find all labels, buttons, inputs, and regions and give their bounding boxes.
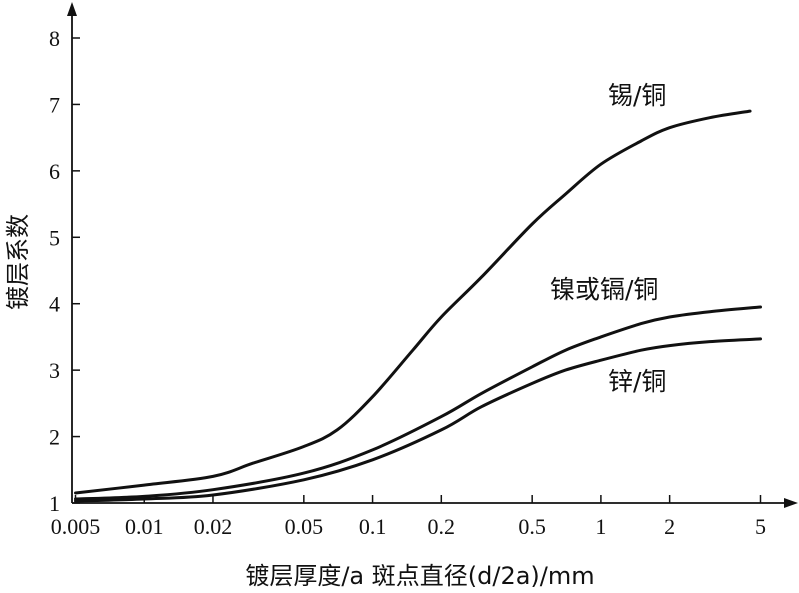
series-label-tin-copper: 锡/铜: [608, 81, 666, 110]
x-tick-label: 0.02: [194, 514, 233, 539]
series-label-zinc-copper: 锌/铜: [608, 367, 666, 396]
x-tick-label: 0.1: [359, 514, 387, 539]
series-label-nickel-cadmium-copper: 镍或镉/铜: [550, 275, 658, 304]
x-tick-label: 5: [755, 514, 766, 539]
y-tick-label: 2: [49, 425, 60, 450]
y-ticks: 1 2 3 4 5 6 7 8: [49, 26, 80, 516]
x-tick-label: 1: [595, 514, 606, 539]
x-tick-label: 0.2: [428, 514, 456, 539]
y-tick-label: 4: [49, 292, 60, 317]
x-tick-label: 2: [664, 514, 675, 539]
x-ticks: 0.005 0.01 0.02 0.05 0.1 0.2 0.5 1 2 5: [51, 495, 766, 539]
x-tick-label: 0.5: [518, 514, 546, 539]
y-tick-label: 8: [49, 26, 60, 51]
y-tick-label: 7: [49, 92, 60, 117]
series-line-nickel-cadmium-copper: [74, 305, 762, 501]
y-tick-label: 3: [49, 358, 60, 383]
series-line-tin-copper: [74, 109, 752, 495]
x-axis-title: 镀层厚度/a 斑点直径(d/2a)/mm: [245, 562, 594, 590]
y-axis-arrow: [67, 2, 77, 16]
series-lines: [74, 109, 762, 503]
y-axis-title: 镀层系数: [4, 214, 32, 310]
y-tick-label: 5: [49, 225, 60, 250]
series-line-zinc-copper: [74, 337, 762, 503]
x-axis-arrow: [784, 498, 798, 508]
x-tick-label: 0.005: [51, 514, 101, 539]
x-tick-label: 0.05: [285, 514, 324, 539]
axes: [67, 2, 798, 508]
y-tick-label: 1: [49, 491, 60, 516]
y-tick-label: 6: [49, 159, 60, 184]
x-tick-label: 0.01: [125, 514, 164, 539]
